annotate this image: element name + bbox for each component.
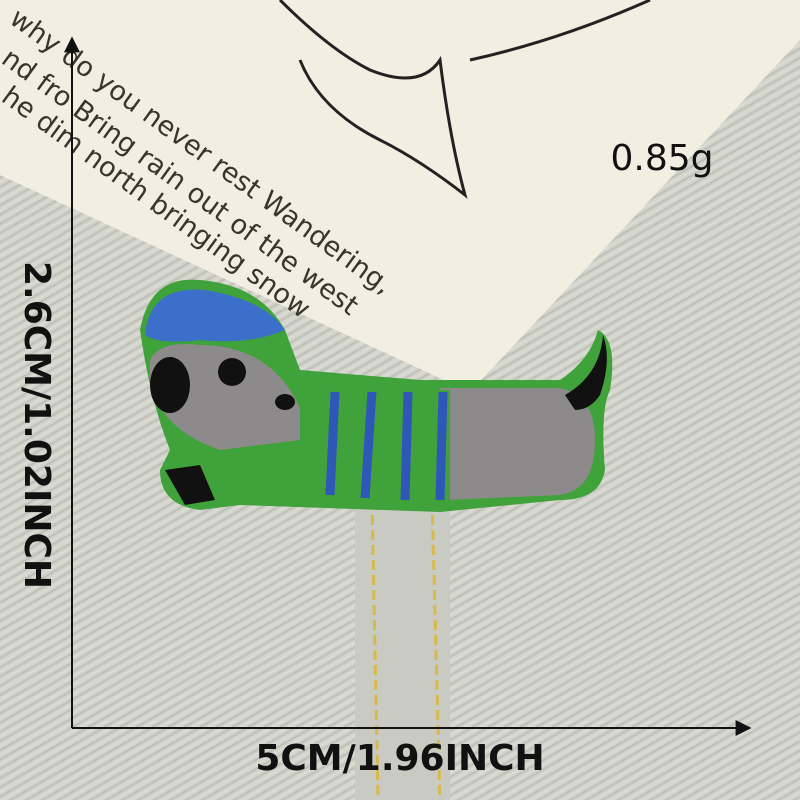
height-label: 2.6CM/1.02INCH xyxy=(16,261,57,589)
seam xyxy=(355,499,450,800)
dog-patch xyxy=(140,279,613,512)
weight-label: 0.85g xyxy=(610,138,713,179)
width-label: 5CM/1.96INCH xyxy=(255,738,544,779)
card-drawing xyxy=(278,0,468,199)
paper-card xyxy=(0,0,800,392)
card-drawing xyxy=(469,0,651,62)
